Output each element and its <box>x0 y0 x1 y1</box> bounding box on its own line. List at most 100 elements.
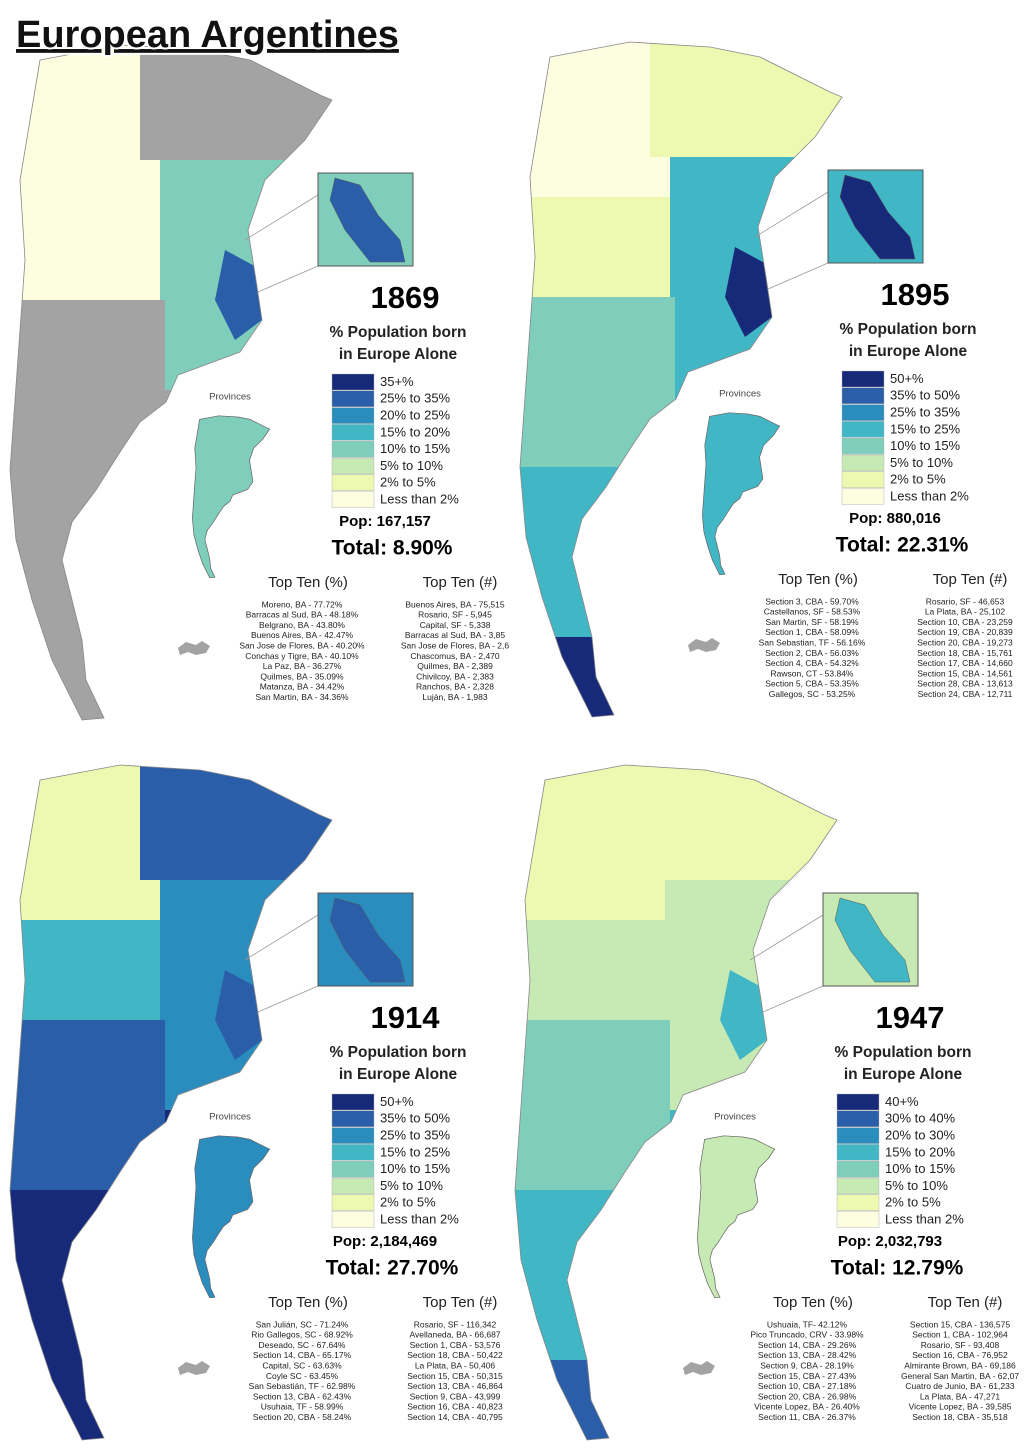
islands <box>683 1361 715 1375</box>
top-num-item: Section 16, CBA - 40,823 <box>407 1402 503 1412</box>
legend-label: 35+% <box>380 374 414 389</box>
top-pct-item: Coyle SC - 63.45% <box>266 1371 339 1381</box>
legend-label: 5% to 10% <box>885 1178 948 1193</box>
inset-connector <box>244 914 319 961</box>
legend-swatch <box>836 1161 880 1178</box>
panel: Provinces 1869 % Population born in Europe … <box>9 44 509 721</box>
top-pct-item: La Paz, BA - 36.27% <box>263 661 342 671</box>
top-pct-heading: Top Ten (%) <box>778 571 858 588</box>
top-num-item: Section 20, CBA - 19,273 <box>917 637 1013 647</box>
top-num-item: Section 17, CBA - 14,660 <box>917 658 1013 668</box>
top-num-item: Chascomus, BA - 2,470 <box>410 651 500 661</box>
legend-label: 40+% <box>885 1094 919 1109</box>
legend-swatch <box>836 1127 880 1144</box>
legend-swatch <box>331 407 375 424</box>
legend-label: 2% to 5% <box>380 1195 436 1210</box>
provinces-map <box>192 1135 271 1299</box>
top-num-item: La Plata, BA - 50,406 <box>415 1360 496 1370</box>
legend-label: 10% to 15% <box>890 438 961 453</box>
legend-swatch <box>331 441 375 458</box>
provinces-map <box>697 1135 776 1299</box>
provinces-map <box>702 412 781 576</box>
legend-label: Less than 2% <box>380 492 459 507</box>
top-num-item: Avellaneda, BA - 66,687 <box>409 1330 500 1340</box>
top-num-item: Section 15, CBA - 136,575 <box>910 1319 1010 1329</box>
legend-swatch <box>841 421 885 438</box>
top-pct-item: San Martin, SF - 58.19% <box>765 617 859 627</box>
top-num-heading: Top Ten (#) <box>933 571 1008 588</box>
top-num-heading: Top Ten (#) <box>423 1294 498 1311</box>
top-num-item: Capital, SF - 5,338 <box>420 620 491 630</box>
top-pct-item: Section 3, CBA - 59.70% <box>765 596 859 606</box>
top-pct-item: Pico Truncado, CRV - 33.98% <box>750 1330 864 1340</box>
top-num-item: Rosario, SF - 46,653 <box>926 596 1005 606</box>
top-num-item: Section 15, CBA - 50,315 <box>407 1371 503 1381</box>
legend-label: 15% to 20% <box>885 1144 956 1159</box>
legend-swatch <box>331 1177 375 1195</box>
top-pct-heading: Top Ten (%) <box>268 1294 348 1311</box>
page-title: European Argentines <box>16 14 399 56</box>
legend-label: 35% to 50% <box>890 388 961 403</box>
legend-swatch <box>331 1093 375 1111</box>
top-num-item: Section 10, CBA - 23,259 <box>917 617 1013 627</box>
provinces-label: Provinces <box>714 1112 756 1123</box>
top-pct-item: Conchas y Tigre, BA - 40.10% <box>245 651 359 661</box>
legend-swatch <box>331 1127 375 1144</box>
top-pct-item: Gallegos, SC - 53.25% <box>769 689 856 699</box>
inset-map-core <box>834 897 911 983</box>
subtitle: in Europe Alone <box>844 1066 963 1083</box>
total: Total: 12.79% <box>831 1257 964 1280</box>
top-num-item: La Plata, BA - 47,271 <box>920 1391 1001 1401</box>
year: 1947 <box>876 1000 945 1035</box>
top-pct-item: Matanza, BA - 34.42% <box>260 682 345 692</box>
inset-map-core <box>329 177 406 263</box>
top-num-item: Rosario, SF - 116,342 <box>414 1319 497 1329</box>
legend-swatch <box>331 1161 375 1178</box>
top-num-item: Ranchos, BA - 2,328 <box>416 682 494 692</box>
legend-label: 10% to 15% <box>380 441 451 456</box>
region <box>515 1360 705 1440</box>
top-pct-item: San Jose de Flores, BA - 40.20% <box>239 640 365 650</box>
subtitle: % Population born <box>330 1044 467 1061</box>
top-num-item: Buenos Aires, BA - 75,515 <box>405 599 505 609</box>
top-pct-item: Section 15, CBA - 27.43% <box>758 1371 857 1381</box>
total: Total: 22.31% <box>836 534 969 557</box>
top-num-item: Section 15, CBA - 14,561 <box>917 668 1013 678</box>
legend-swatch <box>836 1177 880 1195</box>
year: 1914 <box>371 1000 441 1035</box>
legend-label: 5% to 10% <box>380 1178 443 1193</box>
top-num-item: Chivilcoy, BA - 2,383 <box>416 671 494 681</box>
top-num-item: Section 19, CBA - 20,839 <box>917 627 1013 637</box>
top-pct-item: San Sebastián, TF - 62.98% <box>249 1381 356 1391</box>
inset-connector <box>749 914 824 961</box>
panel: Provinces 1914 % Population born in Europe … <box>9 764 503 1441</box>
legend-swatch <box>836 1211 880 1228</box>
legend-swatch <box>331 474 375 491</box>
top-num-item: Quilmes, BA - 2,389 <box>417 661 493 671</box>
top-num-item: Barracas al Sud, BA - 3,85 <box>405 630 505 640</box>
legend-swatch <box>331 1110 375 1127</box>
top-pct-item: Belgrano, BA - 43.80% <box>259 620 345 630</box>
inset-connector <box>754 191 829 238</box>
region <box>520 197 680 297</box>
top-num-item: Section 18, CBA - 15,761 <box>917 648 1013 658</box>
top-pct-item: Section 13, CBA - 62.43% <box>253 1391 352 1401</box>
subtitle: in Europe Alone <box>849 343 968 360</box>
top-pct-item: Rawson, CT - 53.84% <box>771 668 854 678</box>
legend-swatch <box>836 1144 880 1161</box>
provinces-label: Provinces <box>209 392 251 403</box>
top-pct-item: Deseado, SC - 67.64% <box>259 1340 346 1350</box>
legend-swatch <box>331 424 375 441</box>
provinces-label: Provinces <box>209 1112 251 1123</box>
top-pct-item: Section 14, CBA - 29.26% <box>758 1340 857 1350</box>
top-num-item: Section 28, CBA - 13,613 <box>917 679 1013 689</box>
top-num-heading: Top Ten (#) <box>423 574 498 591</box>
inset-map-core <box>329 897 406 983</box>
top-num-item: Almirante Brown, BA - 69,186 <box>904 1360 1016 1370</box>
legend-label: 20% to 30% <box>885 1128 956 1143</box>
top-num-item: Section 18, CBA - 50,422 <box>407 1350 503 1360</box>
inset-connector <box>767 262 829 290</box>
legend-swatch <box>836 1194 880 1211</box>
region <box>515 1020 670 1190</box>
